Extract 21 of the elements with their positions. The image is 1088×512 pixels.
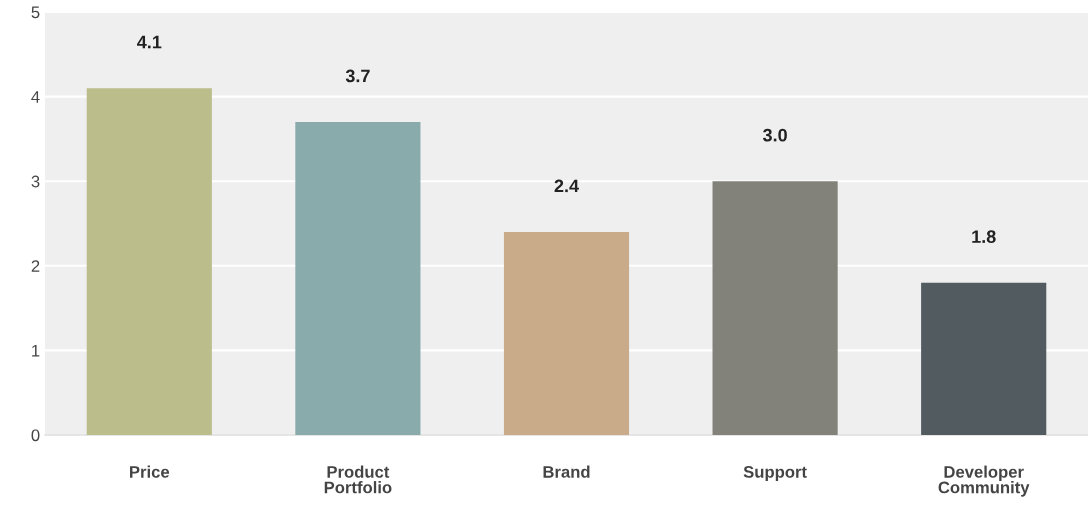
bar bbox=[86, 88, 212, 435]
y-tick-label: 2 bbox=[31, 260, 40, 272]
bar bbox=[295, 121, 421, 435]
x-tick-label: Brand bbox=[543, 465, 590, 478]
y-tick-label: 1 bbox=[32, 344, 40, 357]
x-tick-label: Support bbox=[743, 466, 807, 482]
data-label: 2.4 bbox=[554, 179, 579, 193]
bar bbox=[503, 231, 630, 435]
x-tick-label: Product Portfolio bbox=[324, 465, 392, 494]
y-tick-label: 5 bbox=[31, 6, 40, 19]
bar bbox=[712, 181, 838, 435]
y-tick-label: 3 bbox=[31, 175, 40, 188]
x-tick-label: Price bbox=[130, 465, 170, 478]
data-label: 3.0 bbox=[762, 128, 787, 142]
bar bbox=[921, 282, 1047, 435]
y-tick-label: 0 bbox=[31, 429, 40, 442]
data-label: 4.1 bbox=[137, 35, 162, 49]
y-tick-label: 4 bbox=[31, 91, 40, 103]
x-tick-label: Developer Community bbox=[938, 465, 1030, 497]
data-label: 1.8 bbox=[972, 230, 996, 244]
data-label: 3.7 bbox=[345, 69, 370, 83]
